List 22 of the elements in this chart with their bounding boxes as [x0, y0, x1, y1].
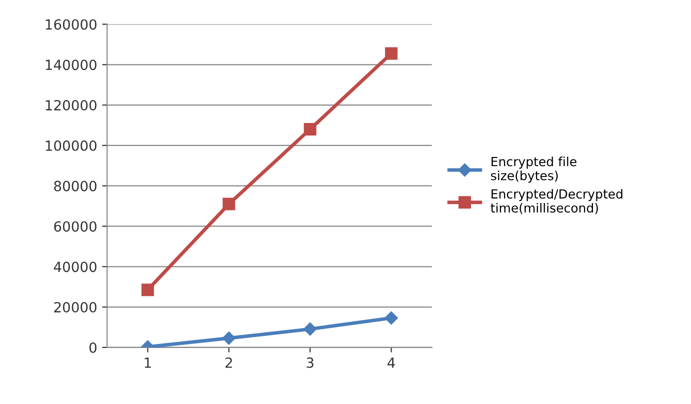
point — [222, 332, 236, 345]
y-tick-label: 20000 — [54, 302, 96, 313]
x-tick-label: 3 — [306, 357, 314, 368]
y-tick-label: 60000 — [54, 221, 96, 232]
y-tick-label: 80000 — [54, 180, 96, 192]
point — [385, 47, 398, 60]
y-tick-label: 100000 — [46, 140, 96, 151]
y-tick-label: 40000 — [54, 262, 96, 272]
y-tick-label: 120000 — [46, 100, 96, 111]
x-tick-label: 4 — [388, 358, 395, 368]
point — [222, 198, 236, 210]
x-tick-label: 1 — [144, 358, 151, 368]
point — [141, 284, 154, 296]
y-tick-label: 0 — [89, 342, 96, 353]
legend-label: Encrypted/Decrypted time(millisecond) — [490, 188, 622, 214]
y-tick-label: 160000 — [46, 19, 96, 30]
x-tick-label: 2 — [225, 357, 232, 368]
point — [304, 322, 317, 336]
point — [384, 311, 398, 325]
y-tick-label: 140000 — [46, 60, 96, 70]
legend-label: Encrypted file size(bytes) — [491, 156, 576, 183]
point — [304, 123, 316, 136]
